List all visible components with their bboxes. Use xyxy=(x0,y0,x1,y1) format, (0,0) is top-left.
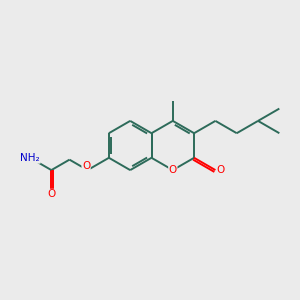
Text: O: O xyxy=(47,189,56,199)
Text: O: O xyxy=(82,160,90,171)
Text: O: O xyxy=(217,165,225,175)
Text: O: O xyxy=(169,165,177,175)
Text: NH₂: NH₂ xyxy=(20,153,40,163)
